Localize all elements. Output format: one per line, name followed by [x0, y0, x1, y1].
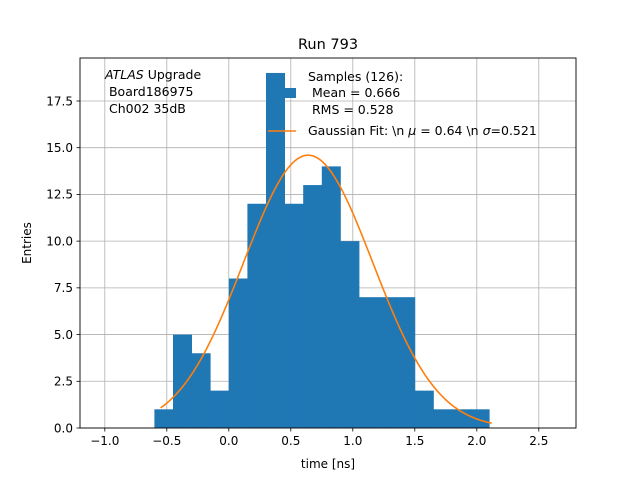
legend-fit-suffix: =0.521 — [491, 123, 537, 138]
annotation-atlas: ATLAS — [104, 67, 144, 82]
legend-histogram-line-2: Mean = 0.666 — [308, 85, 400, 100]
histogram-bar — [433, 409, 453, 428]
x-tick-label: 0.0 — [219, 434, 238, 448]
histogram-bar — [154, 409, 174, 428]
histogram-bar — [266, 72, 285, 428]
x-tick-label: 2.0 — [467, 434, 486, 448]
histogram-bar — [321, 166, 341, 428]
legend-fit-prefix: Gaussian Fit: \n — [308, 123, 408, 138]
y-tick-label: 17.5 — [46, 94, 73, 108]
x-axis-label: time [ns] — [301, 457, 355, 471]
plot-frame — [79, 57, 577, 429]
y-axis-label: Entries — [20, 222, 34, 264]
axis-ticks: −1.0 −0.5 0.0 0.5 1.0 1.5 2.0 2.5 0.0 2.5 5.0 7.5 10… — [46, 94, 548, 448]
legend-fit-label: Gaussian Fit: \n μ = 0.64 \n σ=0.521 — [308, 123, 537, 138]
legend-histogram-line-1: Samples (126): — [308, 69, 403, 84]
histogram-bar — [359, 297, 378, 428]
y-tick-label: 0.0 — [54, 421, 73, 435]
chart-title: Run 793 — [298, 37, 358, 53]
histogram-bar — [228, 278, 248, 428]
histogram-bar — [210, 390, 230, 428]
y-tick-label: 7.5 — [54, 281, 73, 295]
legend-fit-mu: μ — [407, 123, 416, 138]
annotation-line-2: Board186975 — [105, 84, 193, 99]
x-tick-label: 1.5 — [405, 434, 424, 448]
histogram-bar — [247, 203, 267, 428]
y-tick-label: 2.5 — [54, 375, 73, 389]
x-tick-label: 1.0 — [343, 434, 362, 448]
gaussian-fit-line — [160, 154, 492, 424]
y-tick-label: 15.0 — [46, 141, 73, 155]
x-tick-label: 0.5 — [281, 434, 300, 448]
y-tick-label: 5.0 — [54, 328, 73, 342]
y-tick-label: 10.0 — [46, 234, 73, 248]
annotation-line-3: Ch002 35dB — [105, 101, 186, 116]
legend-fit-sigma: σ — [483, 123, 492, 138]
histogram-bar — [470, 409, 490, 428]
legend: Samples (126): Mean = 0.666 RMS = 0.528 … — [268, 69, 537, 138]
y-tick-label: 12.5 — [46, 188, 73, 202]
atlas-annotation: ATLAS Upgrade Board186975 Ch002 35dB — [104, 67, 201, 116]
histogram-bar — [414, 390, 434, 428]
x-tick-label: 2.5 — [529, 434, 548, 448]
annotation-upgrade: Upgrade — [144, 67, 202, 82]
histogram-bar — [284, 203, 304, 428]
x-tick-label: −0.5 — [152, 434, 181, 448]
histogram-bar — [396, 297, 416, 428]
x-tick-label: −1.0 — [90, 434, 119, 448]
legend-fit-mid: = 0.64 \n — [416, 123, 482, 138]
histogram-bar — [191, 353, 211, 428]
legend-histogram-line-3: RMS = 0.528 — [308, 102, 394, 117]
annotation-line-1: ATLAS Upgrade — [104, 67, 201, 82]
legend-histogram-swatch — [268, 88, 296, 98]
histogram-bar — [303, 185, 323, 428]
histogram-bar — [377, 297, 397, 428]
histogram-bar — [340, 241, 360, 428]
histogram-bars — [154, 72, 490, 428]
histogram-bar — [173, 334, 192, 428]
